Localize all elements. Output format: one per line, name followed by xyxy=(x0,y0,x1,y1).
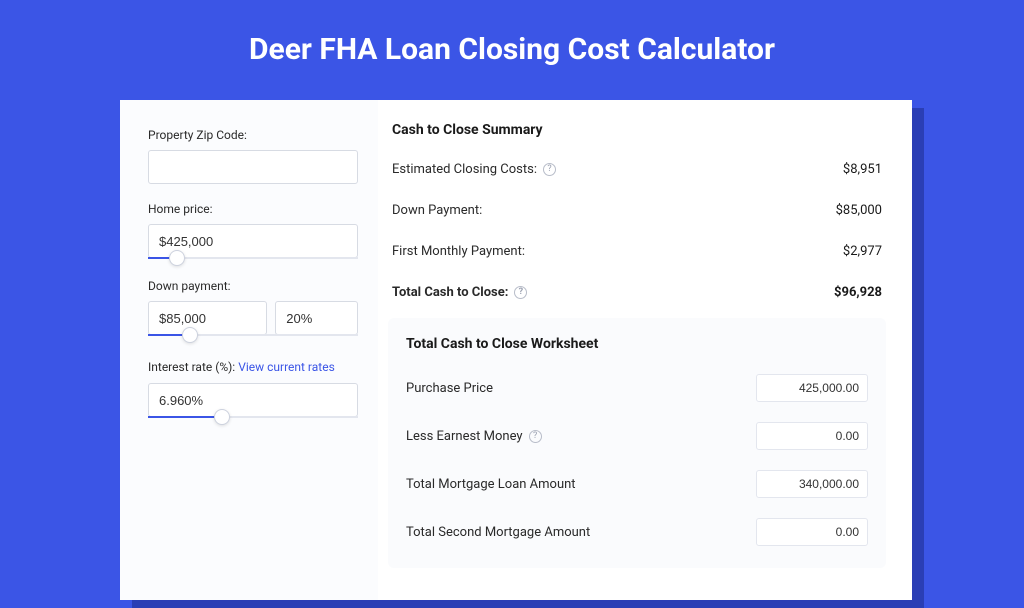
worksheet-row-input[interactable] xyxy=(756,422,868,450)
summary-total-value: $96,928 xyxy=(834,285,882,300)
down-payment-row xyxy=(148,301,358,335)
calculator-card: Property Zip Code: Home price: Down paym… xyxy=(120,100,912,600)
summary-row-value: $8,951 xyxy=(843,162,882,177)
zip-field-group: Property Zip Code: xyxy=(148,128,358,184)
worksheet-row: Less Earnest Money? xyxy=(406,416,868,464)
help-icon[interactable]: ? xyxy=(514,286,527,299)
summary-title: Cash to Close Summary xyxy=(388,122,886,138)
help-icon[interactable]: ? xyxy=(543,163,556,176)
help-icon[interactable]: ? xyxy=(529,430,542,443)
worksheet-panel: Total Cash to Close Worksheet Purchase P… xyxy=(388,318,886,568)
summary-total-label: Total Cash to Close: ? xyxy=(392,285,527,300)
interest-label-text: Interest rate (%): xyxy=(148,360,235,374)
interest-slider[interactable] xyxy=(148,416,358,420)
summary-row: Estimated Closing Costs:? $8,951 xyxy=(388,154,886,185)
down-payment-pct-input[interactable] xyxy=(275,301,358,335)
summary-row-label-text: Estimated Closing Costs: xyxy=(392,162,537,177)
summary-row-label: Estimated Closing Costs:? xyxy=(392,162,556,177)
down-payment-label: Down payment: xyxy=(148,279,358,293)
summary-total-row: Total Cash to Close: ? $96,928 xyxy=(388,277,886,308)
summary-rows: Estimated Closing Costs:? $8,951 Down Paym… xyxy=(388,154,886,267)
summary-row-label-text: Down Payment: xyxy=(392,203,482,218)
summary-row-value: $2,977 xyxy=(843,244,882,259)
inputs-column: Property Zip Code: Home price: Down paym… xyxy=(120,100,378,600)
home-price-field-group: Home price: xyxy=(148,202,358,261)
interest-label: Interest rate (%): View current rates xyxy=(148,360,335,374)
view-rates-link[interactable]: View current rates xyxy=(238,360,335,374)
slider-thumb[interactable] xyxy=(169,250,185,266)
worksheet-row-input[interactable] xyxy=(756,374,868,402)
worksheet-row: Total Mortgage Loan Amount xyxy=(406,464,868,512)
worksheet-row-label: Total Mortgage Loan Amount xyxy=(406,477,576,492)
worksheet-row-label: Purchase Price xyxy=(406,381,493,396)
summary-row-label-text: First Monthly Payment: xyxy=(392,244,525,259)
summary-row-label: First Monthly Payment: xyxy=(392,244,525,259)
worksheet-row-input[interactable] xyxy=(756,518,868,546)
summary-row-value: $85,000 xyxy=(836,203,882,218)
summary-row: Down Payment: $85,000 xyxy=(388,195,886,226)
summary-column: Cash to Close Summary Estimated Closing … xyxy=(378,100,912,600)
zip-input[interactable] xyxy=(148,150,358,184)
home-price-slider[interactable] xyxy=(148,257,358,261)
interest-input[interactable] xyxy=(148,383,358,417)
down-payment-input[interactable] xyxy=(148,301,267,335)
worksheet-row: Purchase Price xyxy=(406,368,868,416)
page-title: Deer FHA Loan Closing Cost Calculator xyxy=(0,0,1024,91)
worksheet-row-label: Less Earnest Money? xyxy=(406,429,542,444)
worksheet-title: Total Cash to Close Worksheet xyxy=(406,336,868,352)
home-price-label: Home price: xyxy=(148,202,358,216)
slider-thumb[interactable] xyxy=(214,409,230,425)
worksheet-row-label-text: Purchase Price xyxy=(406,381,493,396)
worksheet-row-label-text: Total Second Mortgage Amount xyxy=(406,525,590,540)
worksheet-row-label: Total Second Mortgage Amount xyxy=(406,525,590,540)
zip-label: Property Zip Code: xyxy=(148,128,358,142)
summary-row-label: Down Payment: xyxy=(392,203,482,218)
worksheet-rows: Purchase Price Less Earnest Money? Total M… xyxy=(406,368,868,560)
slider-thumb[interactable] xyxy=(182,327,198,343)
down-payment-slider[interactable] xyxy=(148,334,358,338)
interest-field-group: Interest rate (%): View current rates xyxy=(148,356,358,420)
worksheet-row-input[interactable] xyxy=(756,470,868,498)
down-payment-field-group: Down payment: xyxy=(148,279,358,338)
summary-total-label-text: Total Cash to Close: xyxy=(392,285,508,300)
summary-row: First Monthly Payment: $2,977 xyxy=(388,236,886,267)
slider-fill xyxy=(148,416,222,418)
worksheet-row-label-text: Less Earnest Money xyxy=(406,429,523,444)
worksheet-row-label-text: Total Mortgage Loan Amount xyxy=(406,477,576,492)
worksheet-row: Total Second Mortgage Amount xyxy=(406,512,868,560)
